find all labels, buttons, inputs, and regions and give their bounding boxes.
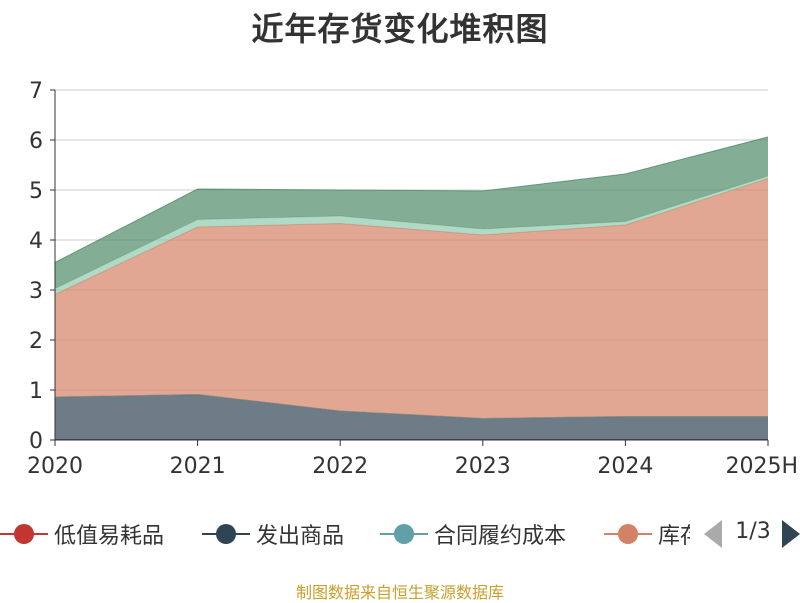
area-series-3 [55, 178, 768, 419]
area-series-line-5 [54, 136, 769, 263]
circle-line-marker-icon [380, 514, 428, 554]
x-tick-label: 2023 [455, 454, 511, 479]
y-tick-label: 0 [29, 429, 43, 454]
y-tick-label: 1 [29, 379, 43, 404]
y-tick-label: 3 [29, 279, 43, 304]
x-tick-label: 2021 [170, 454, 226, 479]
circle-line-marker-icon [202, 514, 250, 554]
y-tick-label: 2 [29, 329, 43, 354]
y-tick-label: 7 [29, 79, 43, 104]
tick-labels: 0 1 2 3 4 5 6 7 2020 2021 2022 2023 2024 2025H [27, 79, 798, 479]
legend-label: 库存商品 [658, 524, 690, 549]
y-tick-label: 4 [29, 229, 43, 254]
legend-label: 发出商品 [256, 524, 345, 549]
legend-item[interactable]: 合同履约成本 [380, 514, 566, 554]
area-series-5 [55, 137, 768, 289]
x-tick-label: 2024 [597, 454, 653, 479]
x-tick-label: 2025H [725, 454, 798, 479]
area-series-layer [54, 136, 769, 440]
legend-page-indicator: 1/3 [735, 519, 771, 544]
chart-title: 近年存货变化堆积图 [251, 10, 549, 48]
y-tick-label: 6 [29, 129, 43, 154]
pager-prev-arrow-icon[interactable] [704, 520, 722, 548]
legend-label: 低值易耗品 [54, 524, 165, 549]
legend-item[interactable]: 低值易耗品 [0, 514, 164, 554]
legend-pager: 1/3 [700, 514, 800, 554]
circle-line-marker-icon [0, 514, 48, 554]
legend: 低值易耗品 发出商品 合同履约成本 库存商品 [0, 514, 690, 554]
legend-item[interactable]: 发出商品 [202, 514, 344, 554]
x-tick-label: 2020 [27, 454, 83, 479]
pager-next-arrow-icon[interactable] [782, 520, 800, 548]
legend-item[interactable]: 库存商品 [604, 514, 690, 554]
y-tick-label: 5 [29, 179, 43, 204]
x-tick-label: 2022 [312, 454, 368, 479]
source-note: 制图数据来自恒生聚源数据库 [295, 583, 504, 602]
axes [50, 89, 769, 446]
area-series-1 [55, 394, 768, 440]
legend-label: 合同履约成本 [434, 524, 567, 549]
circle-line-marker-icon [604, 514, 652, 554]
